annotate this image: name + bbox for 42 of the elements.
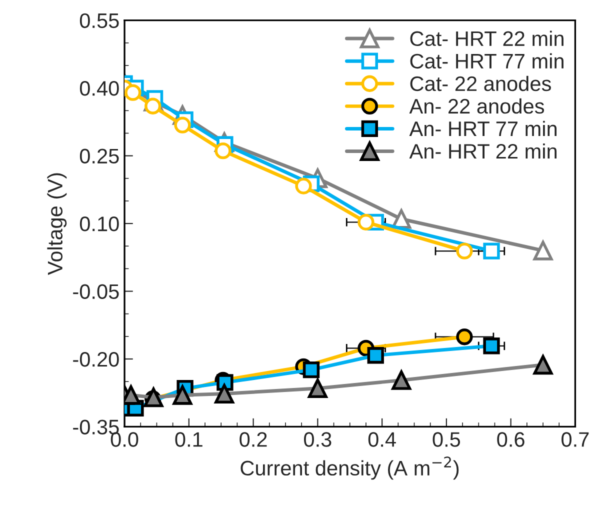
point — [124, 84, 142, 101]
point — [483, 242, 500, 260]
point — [308, 378, 328, 398]
y-tick-label: 0.55 — [80, 13, 119, 28]
point — [174, 116, 191, 134]
point — [214, 384, 234, 404]
x-tick-label: 0.7 — [562, 432, 589, 447]
point — [302, 361, 320, 378]
legend-label: Cat- 22 anodes — [410, 76, 551, 92]
x-tick-label: 0.5 — [432, 432, 460, 447]
legend-label: Cat- HRT 77 min — [410, 53, 564, 69]
y-tick-label: -0.20 — [73, 352, 119, 367]
x-axis-title: Current density (A m$^{−2}$) — [240, 456, 459, 480]
point — [214, 142, 232, 160]
point — [144, 388, 164, 408]
x-tick-label: 0.6 — [497, 432, 524, 447]
point — [456, 328, 473, 346]
point — [144, 98, 162, 114]
x-tick-label: 0.2 — [240, 432, 267, 447]
x-tick-label: 0.4 — [368, 432, 396, 447]
point — [358, 214, 374, 230]
point — [483, 338, 500, 354]
legend-label: Cat- HRT 22 min — [410, 30, 564, 46]
legend-label: An- HRT 77 min — [409, 120, 557, 136]
point — [392, 370, 412, 390]
legend-label: An- 22 anodes — [409, 98, 544, 114]
y-tick-label: 0.10 — [80, 216, 119, 232]
point — [367, 347, 384, 364]
y-tick-label: 0.40 — [80, 81, 119, 96]
legend-label: An- HRT 22 min — [409, 143, 557, 159]
point — [295, 178, 312, 194]
y-tick-label: 0.25 — [80, 148, 119, 164]
point — [533, 240, 553, 260]
x-tick-label: 0.3 — [304, 432, 332, 447]
y-axis-title: Voltage (V) — [47, 173, 67, 275]
y-tick-label: -0.35 — [73, 420, 119, 434]
point — [533, 355, 553, 375]
point — [172, 385, 192, 405]
x-tick-label: 0.0 — [110, 432, 138, 447]
y-tick-label: -0.05 — [73, 284, 119, 300]
x-tick-label: 0.1 — [175, 432, 202, 447]
point — [456, 242, 473, 260]
